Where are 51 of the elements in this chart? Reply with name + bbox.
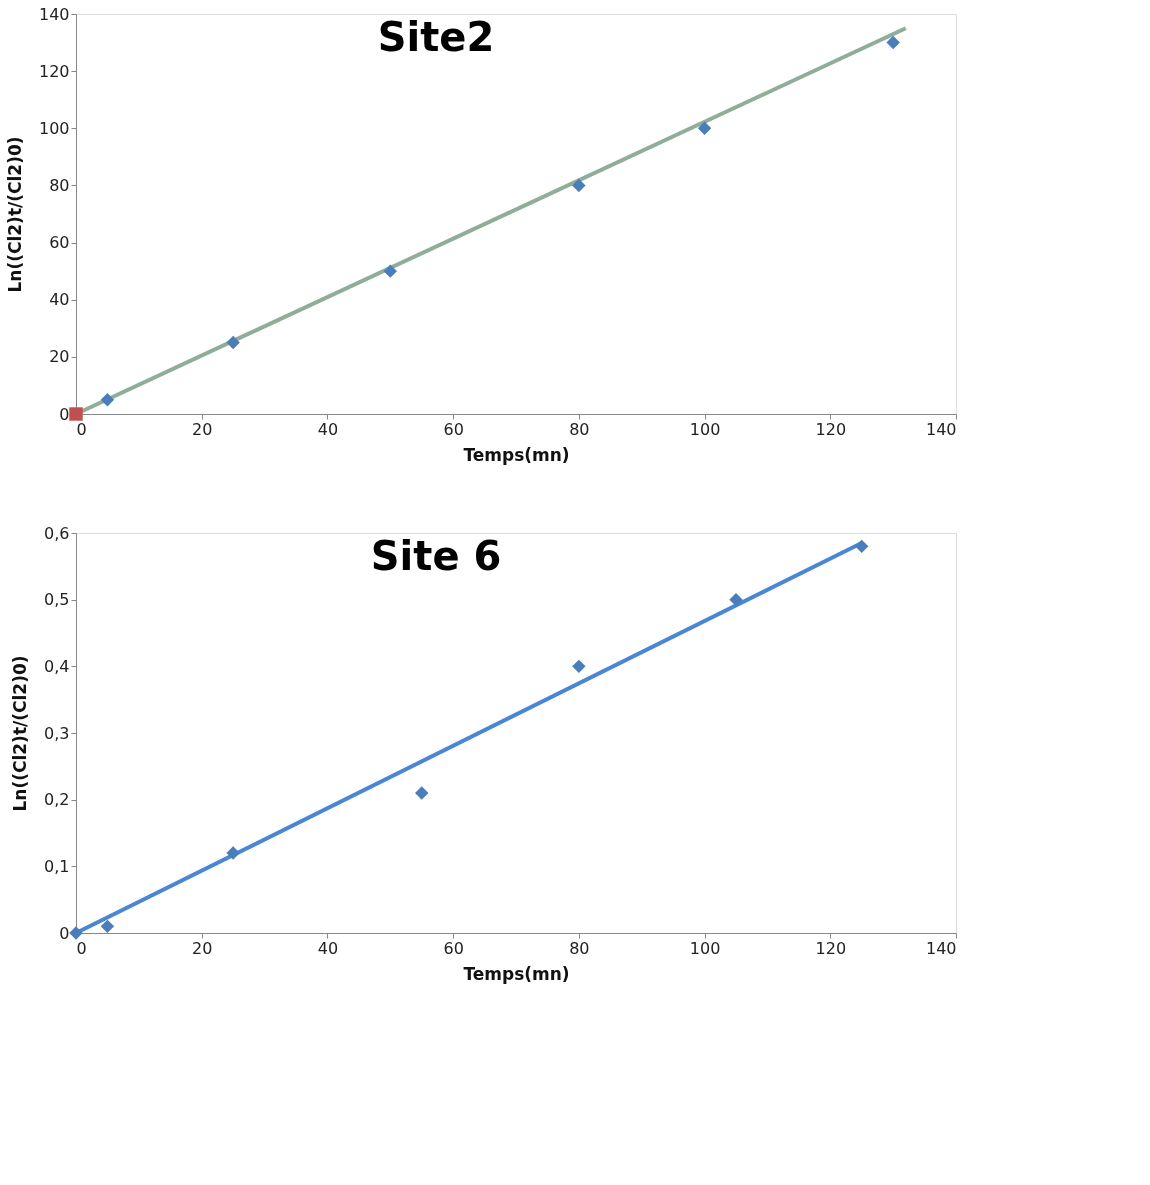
x-axis-title: Temps(mn) xyxy=(463,444,570,465)
x-tick-label: 60 xyxy=(443,938,464,958)
point xyxy=(383,264,397,278)
point xyxy=(729,592,743,607)
x-tick-label: 100 xyxy=(689,419,721,439)
point xyxy=(697,121,712,135)
point xyxy=(100,393,115,407)
point xyxy=(572,178,586,193)
y-tick-label: 120 xyxy=(38,61,70,81)
y-tick-label: 0 xyxy=(59,404,70,424)
x-axis-title: Temps(mn) xyxy=(463,963,570,984)
point xyxy=(572,659,586,674)
y-tick-label: 0,6 xyxy=(44,523,70,543)
x-tick-label: 0 xyxy=(76,419,87,439)
chart-title: Site2 xyxy=(377,14,495,60)
point xyxy=(226,335,240,350)
chart-title: Site 6 xyxy=(370,533,502,579)
y-tick-label: 0,5 xyxy=(44,590,70,610)
y-tick-label: 0,2 xyxy=(44,790,70,810)
x-tick-label: 80 xyxy=(569,419,590,439)
y-axis-title: Ln((Cl2)t/(Cl2)0) xyxy=(10,655,31,812)
x-tick-label: 60 xyxy=(443,419,464,439)
x-tick-label: 120 xyxy=(815,419,847,439)
y-tick-label: 0 xyxy=(59,923,70,943)
point xyxy=(69,926,83,940)
x-tick-label: 0 xyxy=(76,938,87,958)
x-tick-label: 100 xyxy=(689,938,721,958)
point xyxy=(415,786,429,800)
x-tick-label: 40 xyxy=(317,938,339,958)
x-tick-label: 120 xyxy=(815,938,847,958)
point xyxy=(886,35,900,50)
point xyxy=(69,407,83,421)
y-tick-label: 40 xyxy=(49,290,70,310)
x-tick-label: 20 xyxy=(192,938,213,958)
y-tick-label: 100 xyxy=(38,118,70,138)
point xyxy=(855,539,869,554)
y-tick-label: 0,3 xyxy=(44,723,70,743)
point xyxy=(226,846,240,860)
x-tick-label: 20 xyxy=(192,419,213,439)
y-tick-label: 0,1 xyxy=(44,856,70,876)
y-tick-label: 0,4 xyxy=(44,656,70,676)
y-tick-label: 80 xyxy=(49,175,70,195)
x-tick-label: 140 xyxy=(925,938,957,958)
y-axis-title: Ln((Cl2)t/(Cl2)0) xyxy=(4,136,25,293)
point xyxy=(100,919,115,934)
y-tick-label: 60 xyxy=(49,233,70,253)
y-tick-label: 20 xyxy=(49,347,70,367)
x-tick-label: 80 xyxy=(569,938,590,958)
x-tick-label: 40 xyxy=(317,419,339,439)
x-tick-label: 140 xyxy=(925,419,957,439)
y-tick-label: 140 xyxy=(38,4,70,24)
